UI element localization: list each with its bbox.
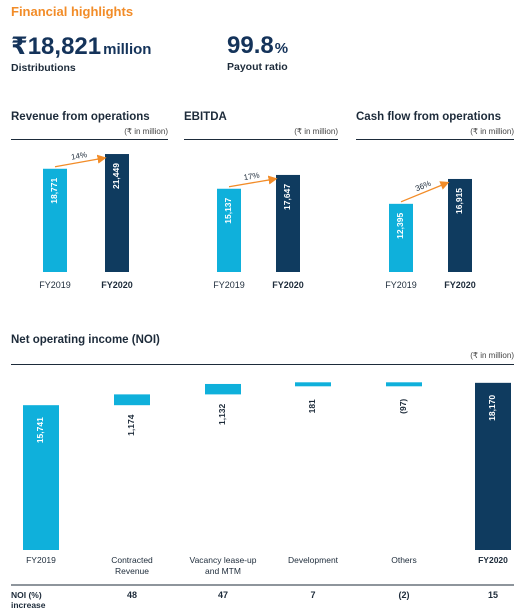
cashflow-growth-arrow: [400, 181, 450, 203]
noi-bar: [386, 382, 422, 387]
noi-footer-label: NOI (%) increase: [11, 590, 46, 610]
kpi-distributions-value: ₹18,821 million: [11, 33, 152, 60]
cashflow-chart-rule: [356, 139, 514, 140]
cashflow-chart-title: Cash flow from operations: [356, 111, 502, 123]
section-title: Financial highlights: [11, 4, 134, 19]
cashflow-growth-label: 36%: [414, 179, 432, 193]
ebitda-chart-title: EBITDA: [184, 111, 227, 123]
ebitda-chart-unit: (₹ in million): [294, 127, 338, 136]
noi-category-label: FY2020: [478, 555, 508, 565]
noi-footer-value: 15: [488, 590, 498, 600]
kpi-payout-ratio-label: Payout ratio: [227, 61, 288, 73]
revenue-growth-arrow: [54, 154, 107, 168]
noi-value-label: 1,174: [126, 414, 136, 436]
ebitda-growth-label: 17%: [243, 171, 260, 183]
ebitda-chart-rule: [184, 139, 338, 140]
noi-chart-unit: (₹ in million): [470, 351, 514, 360]
revenue-bar-fy2019: [43, 168, 67, 272]
kpi-distributions-label: Distributions: [11, 62, 76, 74]
noi-bar: [114, 394, 150, 406]
revenue-chart-rule: [11, 139, 168, 140]
revenue-value-label-fy2019: 18,771: [49, 177, 59, 203]
revenue-category-label-fy2019: FY2019: [39, 280, 71, 290]
ebitda-category-label-fy2020: FY2020: [272, 280, 304, 290]
noi-bar: [295, 382, 331, 387]
noi-footer-value: (2): [399, 590, 410, 600]
ebitda-bar-fy2020: [276, 174, 300, 272]
noi-chart-rule: [11, 364, 514, 365]
noi-value-label: 1,132: [217, 403, 227, 425]
kpi-payout-ratio-value: 99.8%: [227, 32, 289, 59]
cashflow-chart-unit: (₹ in million): [470, 127, 514, 136]
revenue-chart-unit: (₹ in million): [124, 127, 168, 136]
cashflow-category-label-fy2020: FY2020: [444, 280, 476, 290]
ebitda-growth-arrow: [228, 175, 278, 188]
noi-value-label: 18,170: [487, 395, 497, 421]
ebitda-value-label-fy2019: 15,137: [223, 197, 233, 223]
revenue-category-label-fy2020: FY2020: [101, 280, 133, 290]
noi-category-label: Contracted Revenue: [111, 555, 153, 576]
noi-footer-value: 47: [218, 590, 228, 600]
revenue-bar-fy2020: [105, 154, 129, 272]
noi-category-label: Development: [288, 555, 339, 565]
kpi-distributions: ₹18,821 million Distributions: [11, 32, 151, 74]
kpi-payout-ratio: 99.8% Payout ratio: [227, 32, 288, 73]
cashflow-value-label-fy2019: 12,395: [395, 213, 405, 239]
revenue-chart-title: Revenue from operations: [11, 111, 150, 123]
noi-category-label: FY2019: [26, 555, 56, 565]
noi-value-label: 181: [307, 399, 317, 413]
cashflow-category-label-fy2019: FY2019: [385, 280, 417, 290]
revenue-growth-label: 14%: [70, 150, 87, 162]
ebitda-bar-fy2019: [217, 188, 241, 272]
revenue-value-label-fy2020: 21,449: [111, 163, 121, 189]
cashflow-value-label-fy2020: 16,915: [454, 188, 464, 214]
noi-footer-value: 7: [310, 590, 315, 600]
noi-value-label: (97): [398, 399, 408, 414]
noi-bar: [475, 382, 511, 550]
cashflow-bar-fy2019: [389, 203, 413, 272]
noi-value-label: 15,741: [35, 417, 45, 443]
noi-category-label: Others: [391, 555, 417, 565]
cashflow-bar-fy2020: [448, 178, 472, 272]
noi-category-label: Vacancy lease-up and MTM: [190, 555, 257, 576]
noi-bar: [23, 405, 59, 550]
noi-chart-title: Net operating income (NOI): [11, 334, 160, 346]
noi-bar: [205, 383, 241, 395]
ebitda-value-label-fy2020: 17,647: [282, 184, 292, 210]
ebitda-category-label-fy2019: FY2019: [213, 280, 245, 290]
noi-footer-value: 48: [127, 590, 137, 600]
